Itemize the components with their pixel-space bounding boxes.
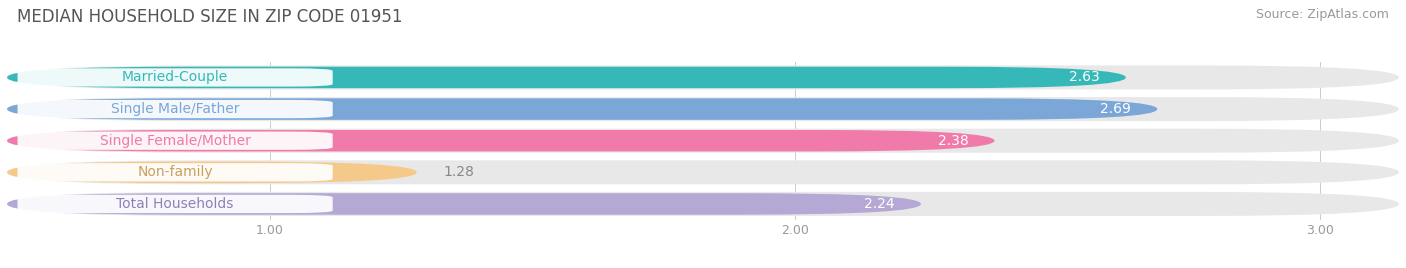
Text: 1.28: 1.28 [443, 165, 474, 179]
Text: Non-family: Non-family [138, 165, 212, 179]
FancyBboxPatch shape [7, 67, 1126, 88]
Text: Source: ZipAtlas.com: Source: ZipAtlas.com [1256, 8, 1389, 21]
FancyBboxPatch shape [7, 192, 1399, 216]
FancyBboxPatch shape [7, 65, 1399, 90]
FancyBboxPatch shape [7, 130, 994, 151]
Text: MEDIAN HOUSEHOLD SIZE IN ZIP CODE 01951: MEDIAN HOUSEHOLD SIZE IN ZIP CODE 01951 [17, 8, 402, 26]
FancyBboxPatch shape [17, 132, 333, 150]
Text: Single Female/Mother: Single Female/Mother [100, 134, 250, 148]
FancyBboxPatch shape [7, 162, 416, 183]
Text: Single Male/Father: Single Male/Father [111, 102, 239, 116]
FancyBboxPatch shape [7, 160, 1399, 184]
Text: 2.38: 2.38 [938, 134, 969, 148]
Text: 2.69: 2.69 [1101, 102, 1130, 116]
FancyBboxPatch shape [17, 68, 333, 87]
FancyBboxPatch shape [7, 129, 1399, 153]
FancyBboxPatch shape [7, 97, 1399, 121]
Text: Married-Couple: Married-Couple [122, 70, 228, 84]
FancyBboxPatch shape [7, 98, 1157, 120]
FancyBboxPatch shape [17, 195, 333, 213]
Text: Total Households: Total Households [117, 197, 233, 211]
Text: 2.63: 2.63 [1069, 70, 1099, 84]
Text: 2.24: 2.24 [865, 197, 894, 211]
FancyBboxPatch shape [7, 193, 921, 215]
FancyBboxPatch shape [17, 163, 333, 181]
FancyBboxPatch shape [17, 100, 333, 118]
